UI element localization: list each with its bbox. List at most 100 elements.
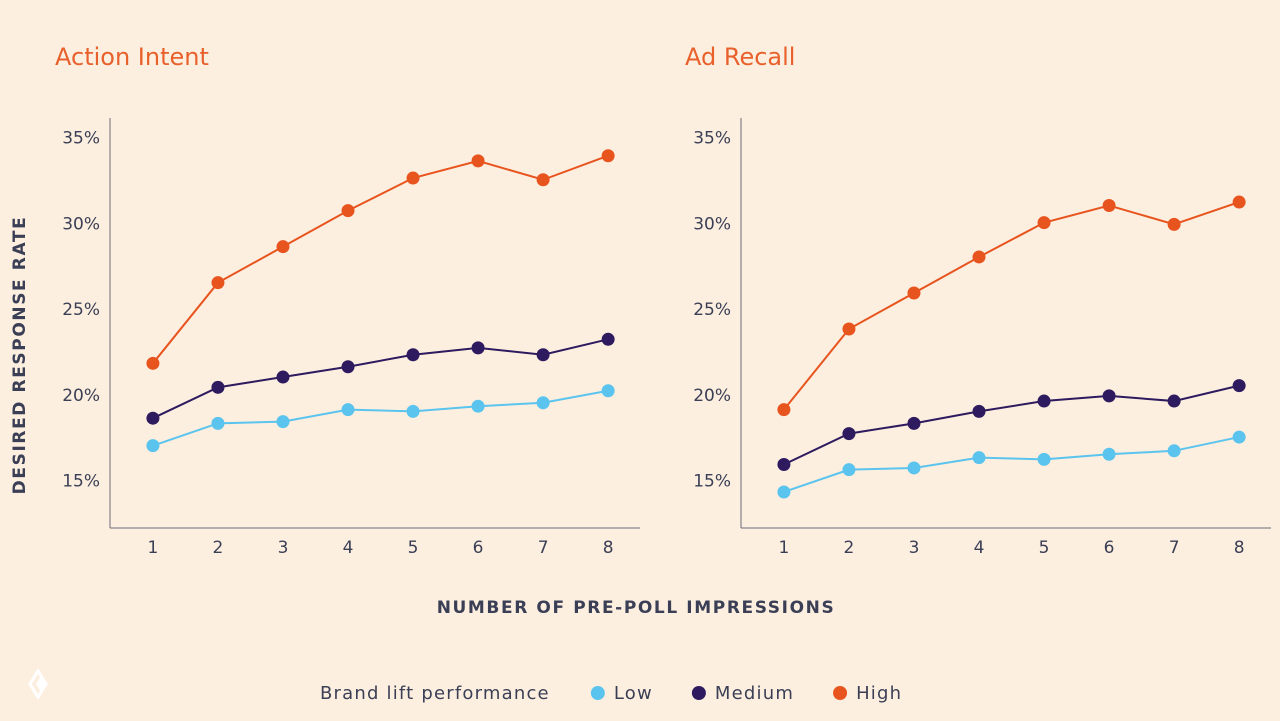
x-tick-label: 1 bbox=[148, 538, 159, 558]
point bbox=[536, 173, 550, 187]
x-tick-label: 4 bbox=[974, 538, 985, 558]
y-tick-label: 35% bbox=[62, 129, 100, 149]
line bbox=[783, 201, 1240, 411]
y-tick-label: 30% bbox=[693, 214, 731, 234]
point bbox=[1232, 430, 1246, 444]
series: Low bbox=[146, 384, 615, 453]
point bbox=[1232, 379, 1246, 393]
point bbox=[406, 404, 420, 418]
point bbox=[536, 348, 550, 362]
x-axis-title: NUMBER OF PRE-POLL IMPRESSIONS bbox=[437, 598, 836, 618]
point bbox=[406, 171, 420, 185]
logo bbox=[28, 668, 48, 700]
point bbox=[1102, 389, 1116, 403]
y-tick-label: 20% bbox=[693, 386, 731, 406]
y-tick-label: 15% bbox=[62, 472, 100, 492]
point bbox=[601, 149, 615, 163]
legend-label: Low bbox=[614, 683, 653, 704]
legend-marker bbox=[590, 686, 605, 700]
point bbox=[907, 461, 921, 475]
x-tick-label: 6 bbox=[1104, 538, 1115, 558]
point bbox=[341, 360, 355, 374]
point bbox=[471, 341, 485, 355]
series: Low bbox=[777, 430, 1246, 499]
point bbox=[907, 416, 921, 430]
point bbox=[777, 403, 791, 417]
x-tick-label: 5 bbox=[1039, 538, 1050, 558]
point bbox=[601, 384, 615, 398]
series: High bbox=[777, 195, 1246, 417]
point bbox=[471, 154, 485, 168]
line bbox=[783, 436, 1240, 493]
x-tick-label: 3 bbox=[909, 538, 920, 558]
x-tick-label: 3 bbox=[278, 538, 289, 558]
point bbox=[211, 380, 225, 394]
chart-title: Ad Recall bbox=[685, 43, 795, 71]
x-tick-label: 6 bbox=[473, 538, 484, 558]
line bbox=[152, 154, 609, 364]
line bbox=[152, 389, 609, 447]
legend-title: Brand lift performance bbox=[320, 683, 550, 704]
point bbox=[276, 370, 290, 384]
line bbox=[152, 338, 609, 420]
line bbox=[783, 384, 1240, 466]
x-tick-label: 1 bbox=[779, 538, 790, 558]
y-tick-label: 30% bbox=[62, 214, 100, 234]
y-tick-label: 25% bbox=[62, 300, 100, 320]
x-tick-label: 5 bbox=[408, 538, 419, 558]
x-tick-label: 7 bbox=[538, 538, 549, 558]
chart-title: Action Intent bbox=[55, 43, 209, 71]
x-tick-label: 8 bbox=[1234, 538, 1245, 558]
point bbox=[146, 439, 160, 453]
point bbox=[1232, 195, 1246, 209]
point bbox=[276, 240, 290, 254]
y-tick-label: 20% bbox=[62, 386, 100, 406]
point bbox=[972, 451, 986, 465]
point bbox=[777, 458, 791, 472]
y-tick-label: 35% bbox=[693, 129, 731, 149]
point bbox=[1167, 444, 1181, 458]
point bbox=[341, 403, 355, 417]
y-tick-label: 15% bbox=[693, 472, 731, 492]
point bbox=[777, 485, 791, 499]
y-tick-label: 25% bbox=[693, 300, 731, 320]
point bbox=[972, 250, 986, 264]
legend-label: Medium bbox=[715, 683, 794, 704]
point bbox=[842, 322, 856, 336]
point bbox=[842, 463, 856, 477]
point bbox=[471, 399, 485, 413]
point bbox=[276, 415, 290, 429]
point bbox=[1037, 452, 1051, 466]
y-axis-title: DESIRED RESPONSE RATE bbox=[10, 216, 30, 495]
logo-shape bbox=[36, 675, 48, 693]
series: Medium bbox=[146, 332, 615, 425]
point bbox=[1167, 217, 1181, 231]
point bbox=[601, 332, 615, 346]
x-tick-label: 8 bbox=[603, 538, 614, 558]
point bbox=[1037, 394, 1051, 408]
legend-marker bbox=[833, 686, 848, 700]
point bbox=[406, 348, 420, 362]
x-tick-label: 2 bbox=[844, 538, 855, 558]
x-tick-label: 7 bbox=[1169, 538, 1180, 558]
point bbox=[1037, 216, 1051, 230]
point bbox=[972, 404, 986, 418]
x-tick-label: 4 bbox=[343, 538, 354, 558]
point bbox=[146, 411, 160, 425]
point bbox=[211, 416, 225, 430]
legend-label: High bbox=[856, 683, 902, 704]
series: Medium bbox=[777, 379, 1246, 472]
point bbox=[842, 427, 856, 441]
series: High bbox=[146, 149, 615, 370]
point bbox=[1167, 394, 1181, 408]
point bbox=[907, 286, 921, 300]
point bbox=[1102, 447, 1116, 461]
legend-marker bbox=[691, 686, 706, 700]
point bbox=[211, 276, 225, 290]
point bbox=[341, 204, 355, 218]
point bbox=[146, 356, 160, 370]
point bbox=[536, 396, 550, 410]
point bbox=[1102, 198, 1116, 212]
